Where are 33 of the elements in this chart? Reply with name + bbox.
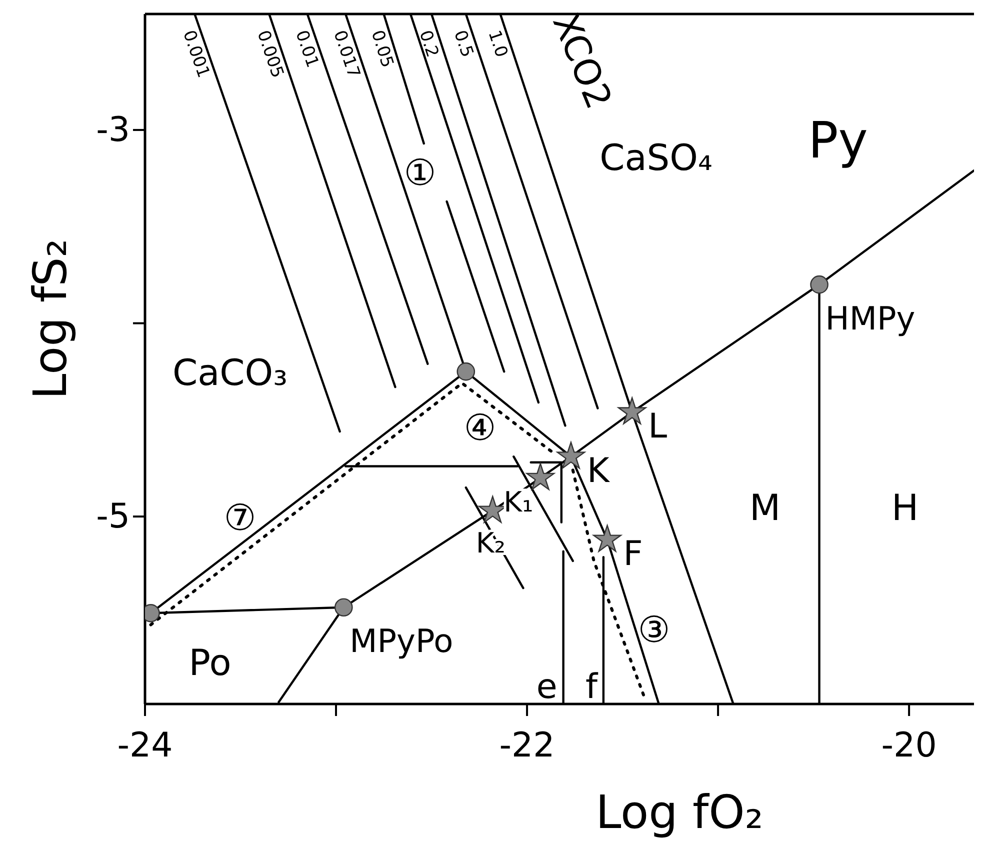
text: 0.2 xyxy=(414,28,442,60)
y-tick-label: -5 xyxy=(96,496,130,536)
annotation: Po xyxy=(188,642,232,684)
annotation: Py xyxy=(808,112,868,170)
x-tick-label: -20 xyxy=(881,725,937,766)
text: 0.005 xyxy=(252,28,288,80)
text: 0.001 xyxy=(178,28,214,80)
data-label: MPyPo xyxy=(350,622,454,660)
annotation: ④ xyxy=(464,408,496,449)
annotation: CaCO₃ xyxy=(172,352,288,394)
text: 0.05 xyxy=(366,28,398,70)
annotation: M xyxy=(749,488,781,529)
annotation: H xyxy=(891,488,919,529)
y-tick-label: -3 xyxy=(96,110,130,150)
text: 1.0 xyxy=(484,28,512,60)
text: 0.017 xyxy=(329,28,364,80)
text: 0.5 xyxy=(449,28,478,60)
y-axis-title: Log fS₂ xyxy=(23,238,77,400)
x-axis-title: Log fO₂ xyxy=(596,785,764,839)
annotation: XCO2 xyxy=(544,8,619,115)
data-label: F xyxy=(623,534,643,574)
text: 0.01 xyxy=(291,28,322,70)
data-label: K xyxy=(586,450,611,491)
series-label: f xyxy=(585,667,598,707)
annotation: CaSO₄ xyxy=(600,138,712,179)
annotation: ① xyxy=(404,152,436,194)
x-tick-label: -24 xyxy=(117,725,173,766)
annotation: ③ xyxy=(638,610,670,651)
data-label: L xyxy=(648,406,668,446)
annotation: ⑦ xyxy=(224,498,256,539)
legend-label: e xyxy=(536,667,558,707)
data-label: HMPy xyxy=(825,299,916,338)
x-tick-label: -22 xyxy=(499,725,555,766)
